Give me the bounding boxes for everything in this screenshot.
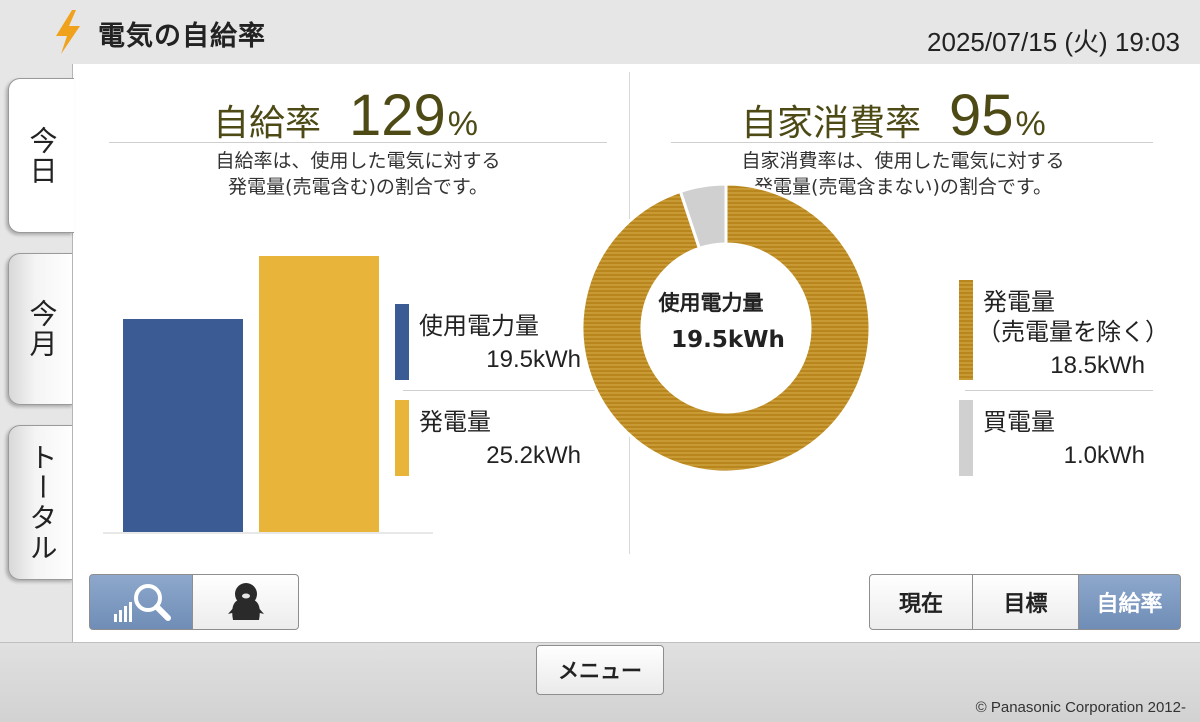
header: 電気の自給率 2025/07/15 (火) 19:03 — [0, 0, 1200, 74]
mode-current-button[interactable]: 現在 — [869, 574, 973, 630]
legend-label: 発電量 — [983, 288, 1055, 316]
desc-line: 自給率は、使用した電気に対する — [215, 150, 501, 172]
self-sufficiency-value: 129 — [349, 83, 446, 148]
chart-baseline — [103, 532, 433, 534]
tab-this-month[interactable]: 今月 — [8, 253, 74, 405]
legend-value: 1.0kWh — [1063, 442, 1145, 469]
content-panel: 自給率 129% 自給率は、使用した電気に対する 発電量(売電含む)の割合です。 … — [72, 64, 1200, 642]
legend-label-sub: （売電量を除く） — [977, 318, 1169, 346]
legend-separator — [403, 390, 607, 391]
penguin-icon — [227, 583, 264, 620]
self-sufficiency-label: 自給率 — [213, 102, 322, 143]
self-sufficiency-heading: 自給率 129% — [213, 82, 478, 149]
graph-view-button[interactable] — [89, 574, 193, 630]
page-title: 電気の自給率 — [98, 21, 266, 52]
tab-today[interactable]: 今日 — [8, 78, 74, 233]
donut-center-label: 使用電力量 — [658, 291, 764, 315]
bar-generation — [259, 256, 379, 534]
lightning-icon — [56, 10, 80, 54]
legend-separator — [965, 390, 1153, 391]
view-toggle — [89, 574, 299, 630]
legend-swatch — [959, 280, 973, 380]
heading-rule — [671, 142, 1153, 143]
desc-line: 発電量(売電含む)の割合です。 — [228, 176, 488, 198]
mode-target-button[interactable]: 目標 — [973, 574, 1079, 630]
bar-usage — [123, 318, 243, 534]
donut-center-value: 19.5kWh — [671, 327, 785, 353]
legend-value: 18.5kWh — [1050, 352, 1145, 379]
self-consumption-label: 自家消費率 — [741, 102, 922, 143]
self-sufficiency-unit: % — [447, 105, 479, 143]
donut-slice-generation — [580, 182, 872, 474]
penguin-view-button[interactable] — [193, 574, 299, 630]
menu-button[interactable]: メニュー — [536, 645, 664, 695]
legend-swatch — [395, 304, 409, 380]
self-sufficiency-description: 自給率は、使用した電気に対する 発電量(売電含む)の割合です。 — [109, 148, 607, 200]
legend-label: 発電量 — [419, 408, 491, 436]
self-consumption-value: 95 — [949, 83, 1014, 148]
legend-value: 25.2kWh — [486, 442, 581, 469]
footer: メニュー © Panasonic Corporation 2012- — [0, 642, 1200, 722]
legend-label: 使用電力量 — [419, 312, 539, 340]
legend-swatch — [959, 400, 973, 476]
tab-total[interactable]: トータル — [8, 425, 74, 580]
legend-value: 19.5kWh — [486, 346, 581, 373]
self-consumption-description: 自家消費率は、使用した電気に対する 発電量(売電含まない)の割合です。 — [653, 148, 1153, 200]
self-consumption-unit: % — [1015, 105, 1046, 143]
bar-chart — [103, 214, 433, 534]
mode-self-sufficiency-button[interactable]: 自給率 — [1079, 574, 1181, 630]
mode-toggle: 現在 目標 自給率 — [869, 574, 1181, 630]
desc-line: 自家消費率は、使用した電気に対する — [741, 150, 1065, 172]
desc-line: 発電量(売電含まない)の割合です。 — [754, 176, 1052, 198]
self-consumption-heading: 自家消費率 95% — [741, 82, 1046, 149]
tab-label: 今日 — [25, 125, 59, 186]
heading-rule — [109, 142, 607, 143]
datetime: 2025/07/15 (火) 19:03 — [927, 27, 1180, 57]
copyright: © Panasonic Corporation 2012- — [975, 699, 1186, 716]
tab-label: トータル — [25, 442, 59, 563]
legend-label: 買電量 — [983, 408, 1055, 436]
donut-chart — [580, 182, 872, 474]
donut-slice-purchased — [678, 182, 728, 251]
legend-swatch — [395, 400, 409, 476]
graph-magnifier-icon — [114, 584, 171, 622]
tab-label: 今月 — [25, 299, 59, 359]
donut-center: 使用電力量 19.5kWh — [576, 287, 876, 353]
